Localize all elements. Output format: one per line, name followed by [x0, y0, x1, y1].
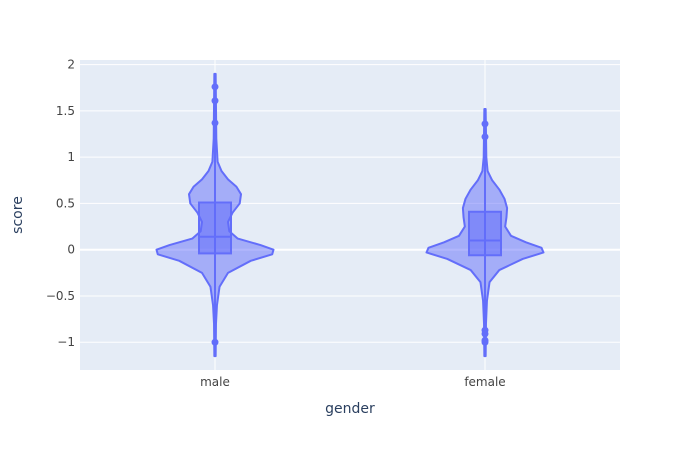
- outlier-point: [481, 133, 489, 141]
- violin-female: [425, 108, 545, 358]
- plot-area: [80, 60, 620, 370]
- violins: [155, 72, 545, 358]
- outlier-point: [211, 83, 219, 91]
- y-tick-label: −0.5: [46, 289, 75, 303]
- outlier-point: [211, 119, 219, 127]
- y-tick-label: 1: [67, 150, 75, 164]
- x-tick-label: female: [464, 375, 505, 389]
- outlier-point: [481, 330, 489, 338]
- y-tick-label: −1: [57, 335, 75, 349]
- x-tick-label: male: [200, 375, 230, 389]
- x-tick-labels: male female: [200, 375, 506, 389]
- outlier-point: [211, 97, 219, 105]
- x-axis-title: gender: [325, 401, 375, 417]
- outlier-point: [481, 338, 489, 346]
- violin-box: [198, 201, 232, 255]
- y-tick-label: 1.5: [56, 104, 75, 118]
- y-tick-label: 0.5: [56, 196, 75, 210]
- y-tick-label: 0: [67, 243, 75, 257]
- y-tick-label: 2: [67, 58, 75, 72]
- violin-box: [468, 210, 502, 257]
- outlier-point: [481, 120, 489, 128]
- y-tick-labels: −1 −0.5 0 0.5 1 1.5 2: [46, 58, 75, 350]
- y-axis-title: score: [10, 196, 26, 234]
- outlier-point: [211, 338, 219, 346]
- violin-male: [155, 72, 275, 358]
